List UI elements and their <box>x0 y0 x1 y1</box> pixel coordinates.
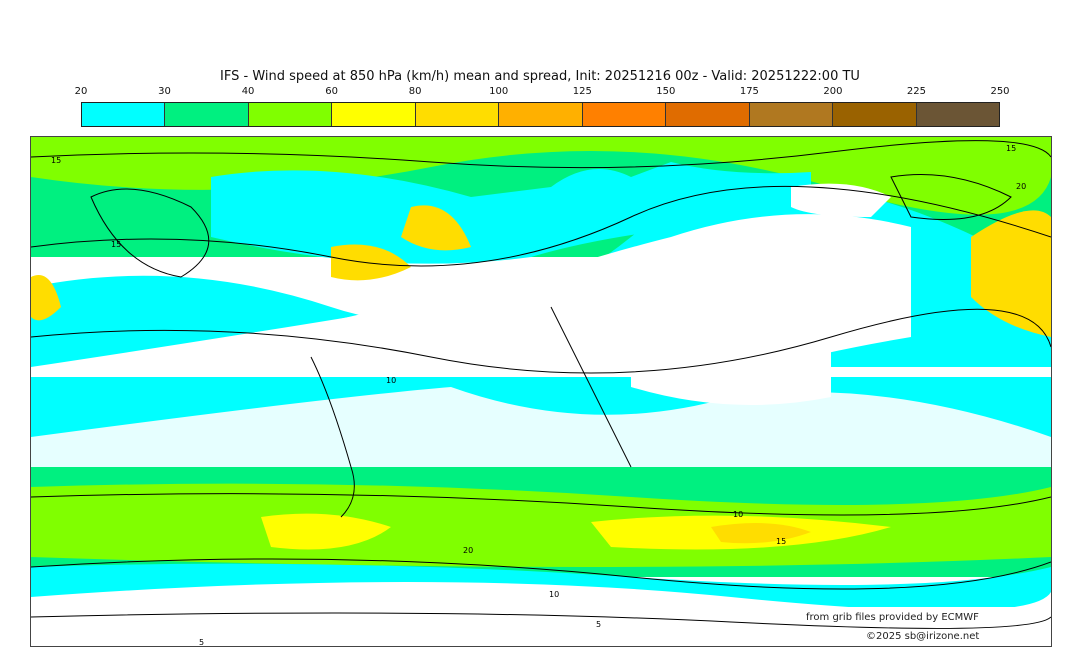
colorbar-tick: 40 <box>241 86 255 97</box>
colorbar-tick: 60 <box>325 86 338 97</box>
contour-label: 15 <box>776 537 786 546</box>
colorbar-tick: 175 <box>739 86 759 97</box>
contour-label: 10 <box>386 376 396 385</box>
colorbar-swatch <box>415 103 500 126</box>
colorbar-tick: 20 <box>74 86 88 97</box>
wind-region <box>971 210 1051 337</box>
colorbar-tick: 30 <box>158 86 171 97</box>
colorbar-tick: 125 <box>572 86 592 97</box>
wind-region <box>331 244 411 281</box>
colorbar-tick: 100 <box>489 86 509 97</box>
colorbar-swatch <box>499 103 583 126</box>
contour-label: 20 <box>463 546 473 555</box>
chart-title: IFS - Wind speed at 850 hPa (km/h) mean … <box>220 69 860 84</box>
colorbar-swatch <box>332 103 416 126</box>
calm-region <box>131 287 481 377</box>
colorbar-swatch <box>833 103 917 126</box>
contour-label: 15 <box>111 240 121 249</box>
colorbar-swatch <box>82 103 166 126</box>
wind-region <box>401 205 471 251</box>
contour-label: 10 <box>733 510 743 519</box>
wind-region <box>211 162 811 264</box>
colorbar-swatch <box>749 103 834 126</box>
contour-label: 5 <box>199 638 204 646</box>
contour-label: 20 <box>1016 182 1026 191</box>
contour-label: 15 <box>51 156 61 165</box>
contour-lines <box>30 140 1052 629</box>
contour-label: 5 <box>596 620 601 629</box>
colorbar-swatch <box>666 103 750 126</box>
colorbar <box>81 102 1000 127</box>
wind-speed-map: 15 15 20 15 10 20 10 15 5 10 5 <box>30 136 1052 647</box>
wind-region <box>261 513 391 550</box>
contour-label: 15 <box>1006 144 1016 153</box>
calm-region <box>31 387 1051 467</box>
colorbar-ticks: 20 30 40 60 80 100 125 150 175 200 225 2… <box>75 86 1010 100</box>
colorbar-tick: 80 <box>408 86 422 97</box>
wind-region <box>31 275 61 321</box>
calm-region <box>31 582 1051 646</box>
colorbar-swatch <box>165 103 249 126</box>
copyright: ©2025 sb@irizone.net <box>866 631 980 642</box>
contour-labels: 15 15 20 15 10 20 10 15 5 10 5 <box>51 144 1026 647</box>
colorbar-swatch <box>916 103 999 126</box>
calm-region <box>631 327 831 405</box>
colorbar-swatch <box>248 103 333 126</box>
source-credit: from grib files provided by ECMWF <box>806 612 979 623</box>
colorbar-tick: 150 <box>656 86 676 97</box>
colorbar-tick: 250 <box>990 86 1010 97</box>
map-svg: 15 15 20 15 10 20 10 15 5 10 5 <box>30 137 1052 647</box>
wind-region <box>711 523 811 544</box>
colorbar-tick: 200 <box>823 86 843 97</box>
colorbar-swatch <box>582 103 667 126</box>
colorbar-tick: 225 <box>906 86 926 97</box>
contour-label: 10 <box>549 590 559 599</box>
